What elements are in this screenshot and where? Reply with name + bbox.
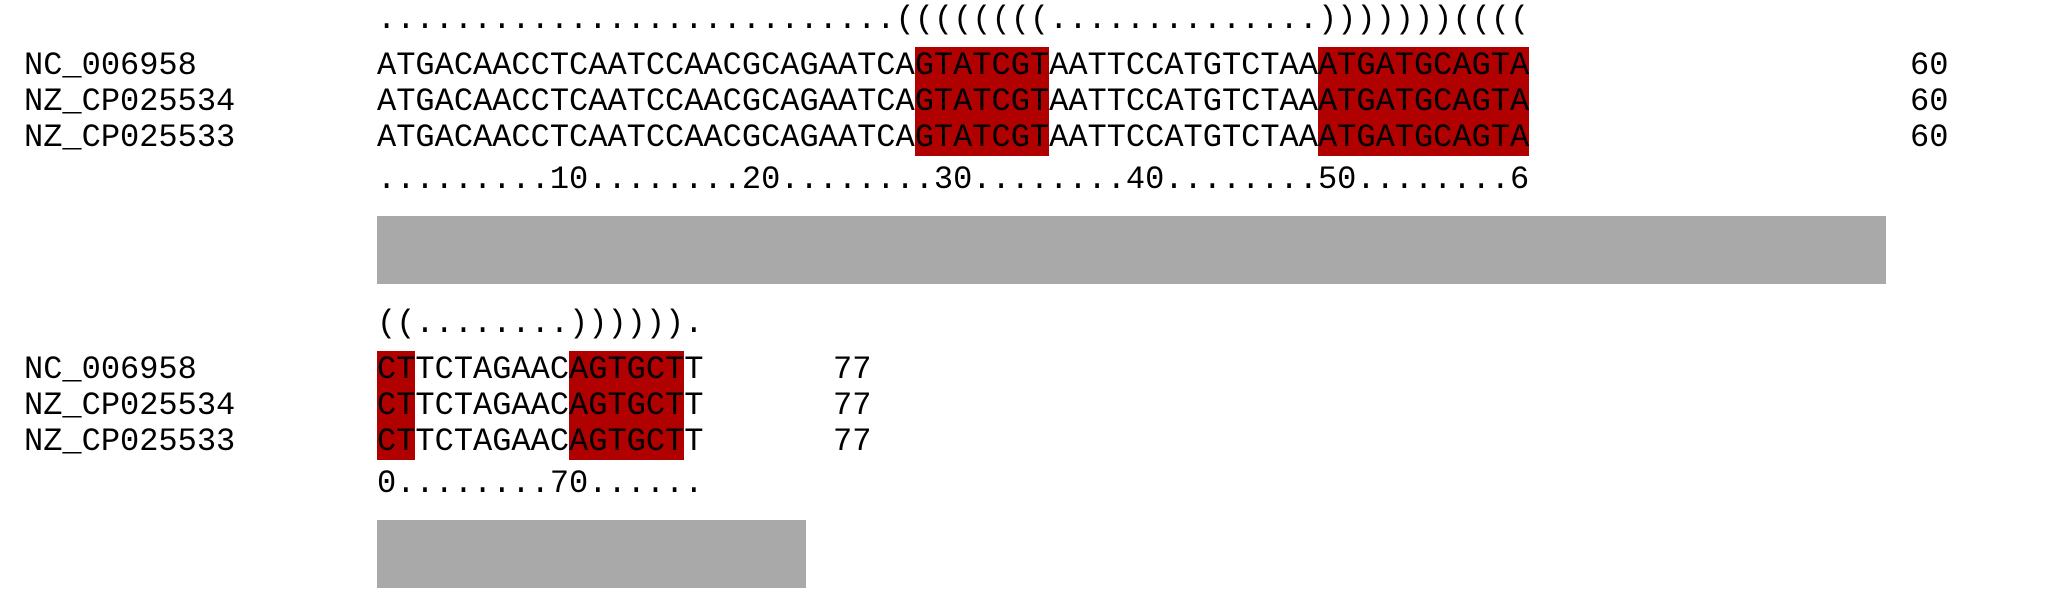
paired-region: CT (377, 423, 416, 460)
structure-line-1: ...........................((((((((.....… (377, 1, 1530, 38)
sequence-row: ATGACAACCTCAATCCAACGCAGAATCAGTATCGTAATTC… (377, 119, 1530, 156)
paired-region: ATGATGCAGTA (1317, 83, 1530, 120)
sequence-segment: TCTAGAAC (415, 351, 570, 388)
position-count: 77 (833, 351, 872, 388)
sequence-segment: AATTCCATGTCTAA (1049, 47, 1318, 84)
paired-region: AGTGCT (569, 351, 685, 388)
sequence-name: NZ_CP025534 (24, 387, 236, 424)
paired-region: ATGATGCAGTA (1317, 47, 1530, 84)
paired-region: CT (377, 387, 416, 424)
sequence-row: CTTCTAGAACAGTGCTT (377, 387, 704, 424)
paired-region: ATGATGCAGTA (1317, 119, 1530, 156)
sequence-segment: AATTCCATGTCTAA (1049, 119, 1318, 156)
sequence-name: NZ_CP025534 (24, 83, 236, 120)
sequence-segment: AATTCCATGTCTAA (1049, 83, 1318, 120)
sequence-row: CTTCTAGAACAGTGCTT (377, 351, 704, 388)
position-ruler-1: .........10........20........30........4… (377, 161, 1530, 198)
paired-region: AGTGCT (569, 387, 685, 424)
paired-region: CT (377, 351, 416, 388)
sequence-row: ATGACAACCTCAATCCAACGCAGAATCAGTATCGTAATTC… (377, 83, 1530, 120)
sequence-row: CTTCTAGAACAGTGCTT (377, 423, 704, 460)
sequence-name: NC_006958 (24, 351, 197, 388)
position-count: 77 (833, 423, 872, 460)
structure-line-2: ((........)))))). (377, 305, 704, 342)
sequence-name: NC_006958 (24, 47, 197, 84)
conservation-bar (377, 520, 806, 588)
position-count: 60 (1910, 119, 1949, 156)
paired-region: GTATCGT (914, 47, 1050, 84)
conservation-bar (377, 216, 1886, 284)
sequence-segment: ATGACAACCTCAATCCAACGCAGAATCA (377, 83, 915, 120)
sequence-segment: T (684, 351, 704, 388)
sequence-name: NZ_CP025533 (24, 423, 236, 460)
sequence-name: NZ_CP025533 (24, 119, 236, 156)
position-count: 60 (1910, 83, 1949, 120)
paired-region: AGTGCT (569, 423, 685, 460)
sequence-segment: ATGACAACCTCAATCCAACGCAGAATCA (377, 47, 915, 84)
sequence-segment: T (684, 387, 704, 424)
paired-region: GTATCGT (914, 119, 1050, 156)
sequence-segment: T (684, 423, 704, 460)
sequence-segment: TCTAGAAC (415, 387, 570, 424)
position-ruler-2: 0........70...... (377, 465, 704, 502)
position-count: 77 (833, 387, 872, 424)
sequence-segment: TCTAGAAC (415, 423, 570, 460)
sequence-segment: ATGACAACCTCAATCCAACGCAGAATCA (377, 119, 915, 156)
paired-region: GTATCGT (914, 83, 1050, 120)
position-count: 60 (1910, 47, 1949, 84)
sequence-row: ATGACAACCTCAATCCAACGCAGAATCAGTATCGTAATTC… (377, 47, 1530, 84)
